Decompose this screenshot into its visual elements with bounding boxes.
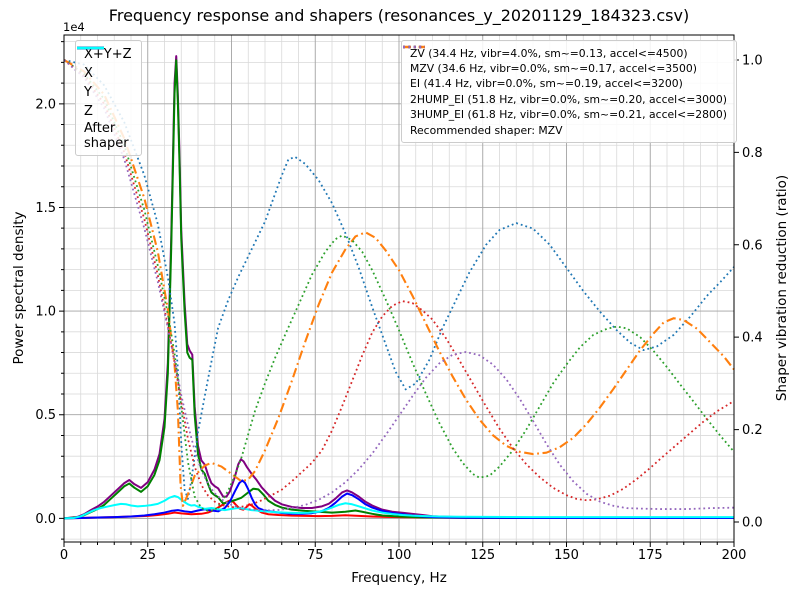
legend-item-label: X bbox=[84, 66, 93, 82]
psd-curve-sum bbox=[63, 55, 734, 520]
x-tick-label: 150 bbox=[554, 548, 579, 563]
x-tick-label: 50 bbox=[223, 548, 240, 563]
left-axis-label: Power spectral density bbox=[11, 211, 27, 365]
right-tick-label: 0.0 bbox=[742, 515, 763, 530]
legend-line-sample bbox=[402, 41, 426, 53]
legend-item-y: Y bbox=[77, 46, 132, 103]
shaper-curve-3HUMP_EI bbox=[63, 59, 735, 512]
legend-item-z: Z bbox=[77, 46, 132, 122]
legend-item-label: After shaper bbox=[84, 121, 129, 151]
legend-item-label: Y bbox=[84, 85, 92, 101]
legend-item-after_shaper: After shaper bbox=[77, 46, 132, 151]
legend-item-ZV: ZV (34.4 Hz, vibr=4.0%, sm~=0.13, accel<… bbox=[403, 45, 727, 61]
legend-item-label: ZV (34.4 Hz, vibr=4.0%, sm~=0.13, accel<… bbox=[410, 46, 688, 60]
legend-item-2HUMP_EI: 2HUMP_EI (51.8 Hz, vibr=0.0%, sm~=0.20, … bbox=[403, 45, 727, 107]
x-tick-label: 0 bbox=[60, 548, 68, 563]
x-tick-label: 175 bbox=[638, 548, 663, 563]
chart-title: Frequency response and shapers (resonanc… bbox=[108, 6, 690, 25]
x-tick-label: 100 bbox=[387, 548, 412, 563]
right-tick-label: 1.0 bbox=[742, 53, 763, 68]
psd-curve-y bbox=[63, 59, 734, 520]
right-tick-label: 0.2 bbox=[742, 423, 763, 438]
right-tick-label: 0.6 bbox=[742, 238, 763, 253]
right-tick-label: 0.4 bbox=[742, 331, 763, 346]
legend-item-label: 3HUMP_EI (61.8 Hz, vibr=0.0%, sm~=0.21, … bbox=[410, 108, 727, 122]
legend-line-sample bbox=[77, 46, 104, 50]
legend-item-label: 2HUMP_EI (51.8 Hz, vibr=0.0%, sm~=0.20, … bbox=[410, 92, 727, 106]
psd-curve-after_shaper bbox=[63, 494, 734, 520]
legend-item-3HUMP_EI: 3HUMP_EI (61.8 Hz, vibr=0.0%, sm~=0.21, … bbox=[403, 45, 727, 123]
legend-note-label: Recommended shaper: MZV bbox=[410, 123, 563, 137]
x-tick-label: 25 bbox=[139, 548, 156, 563]
left-tick-label: 2.0 bbox=[35, 97, 56, 112]
legend-recommended-note: Recommended shaper: MZV bbox=[410, 123, 727, 138]
shaper-curve-ZV bbox=[63, 59, 735, 500]
legend-item-x: X bbox=[77, 46, 132, 84]
shaper-curve-MZV bbox=[63, 59, 735, 507]
left-tick-label: 0.5 bbox=[35, 408, 56, 423]
right-tick-label: 0.8 bbox=[742, 146, 763, 161]
legend-line-sample bbox=[403, 45, 425, 49]
legend-item-MZV: MZV (34.6 Hz, vibr=0.0%, sm~=0.17, accel… bbox=[403, 45, 727, 76]
x-tick-label: 125 bbox=[470, 548, 495, 563]
x-axis-label: Frequency, Hz bbox=[351, 570, 447, 586]
legend-item-label: EI (41.4 Hz, vibr=0.0%, sm~=0.19, accel<… bbox=[410, 77, 683, 91]
x-tick-label: 200 bbox=[722, 548, 747, 563]
shaper-legend: ZV (34.4 Hz, vibr=4.0%, sm~=0.13, accel<… bbox=[401, 40, 737, 144]
x-tick-label: 75 bbox=[307, 548, 324, 563]
left-tick-label: 1.5 bbox=[35, 201, 56, 216]
legend-item-label: X+Y+Z bbox=[84, 47, 132, 63]
shaper-curve-EI bbox=[63, 59, 735, 512]
psd-legend: X+Y+Z X Y Z After shaper bbox=[75, 40, 142, 157]
legend-item-label: MZV (34.6 Hz, vibr=0.0%, sm~=0.17, accel… bbox=[410, 62, 697, 76]
axis-offset-text: 1e4 bbox=[63, 20, 85, 34]
left-tick-label: 0.0 bbox=[35, 512, 56, 527]
tick-marks bbox=[59, 41, 739, 547]
legend-item-label: Z bbox=[84, 104, 93, 120]
right-axis-label: Shaper vibration reduction (ratio) bbox=[774, 174, 790, 402]
legend-item-EI: EI (41.4 Hz, vibr=0.0%, sm~=0.19, accel<… bbox=[403, 45, 727, 92]
left-tick-label: 1.0 bbox=[35, 305, 56, 320]
